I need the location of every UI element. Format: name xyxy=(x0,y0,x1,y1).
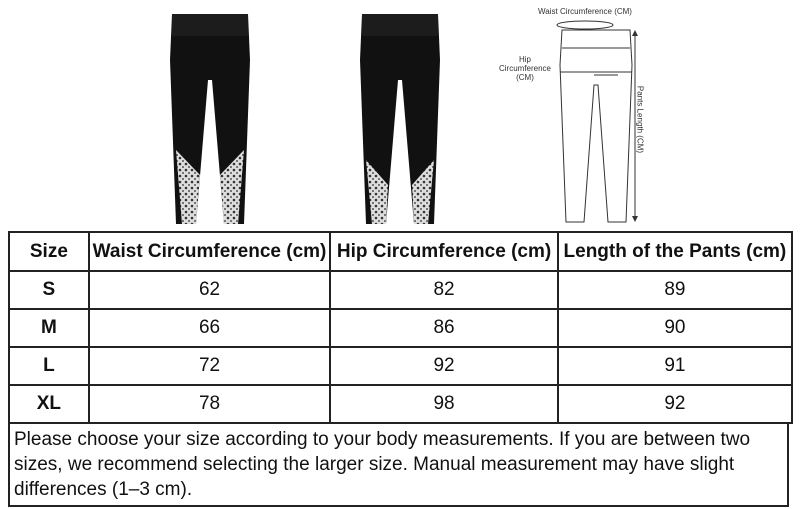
waist-label: Waist Circumference (CM) xyxy=(538,7,632,16)
leggings-front-image xyxy=(170,14,250,224)
table-row: M 66 86 90 xyxy=(8,308,794,348)
waist-cell: 62 xyxy=(87,270,332,310)
size-note: Please choose your size according to you… xyxy=(8,423,789,507)
header-waist: Waist Circumference (cm) xyxy=(87,231,332,272)
size-cell: XL xyxy=(8,384,90,424)
waist-cell: 78 xyxy=(87,384,332,424)
measurement-diagram: Waist Circumference (CM) Hip Circumferen… xyxy=(490,0,670,228)
table-header-row: Size Waist Circumference (cm) Hip Circum… xyxy=(8,231,794,272)
waist-cell: 66 xyxy=(87,308,332,348)
table-row: L 72 92 91 xyxy=(8,346,794,386)
table-row: XL 78 98 92 xyxy=(8,384,794,424)
size-cell: S xyxy=(8,270,90,310)
length-cell: 92 xyxy=(556,384,794,424)
length-cell: 91 xyxy=(556,346,794,386)
length-label: Pants Length (CM) xyxy=(635,85,645,154)
header-hip: Hip Circumference (cm) xyxy=(329,231,559,272)
hip-cell: 98 xyxy=(329,384,559,424)
leggings-back-image xyxy=(360,14,440,224)
size-chart-table: Size Waist Circumference (cm) Hip Circum… xyxy=(8,231,794,424)
header-size: Size xyxy=(8,231,90,272)
hip-cell: 82 xyxy=(329,270,559,310)
table-row: S 62 82 89 xyxy=(8,270,794,310)
hip-label: Hip Circumference (CM) xyxy=(498,55,551,82)
length-cell: 90 xyxy=(556,308,794,348)
size-cell: L xyxy=(8,346,90,386)
hip-cell: 86 xyxy=(329,308,559,348)
waist-cell: 72 xyxy=(87,346,332,386)
hip-cell: 92 xyxy=(329,346,559,386)
size-cell: M xyxy=(8,308,90,348)
header-length: Length of the Pants (cm) xyxy=(556,231,794,272)
length-cell: 89 xyxy=(556,270,794,310)
